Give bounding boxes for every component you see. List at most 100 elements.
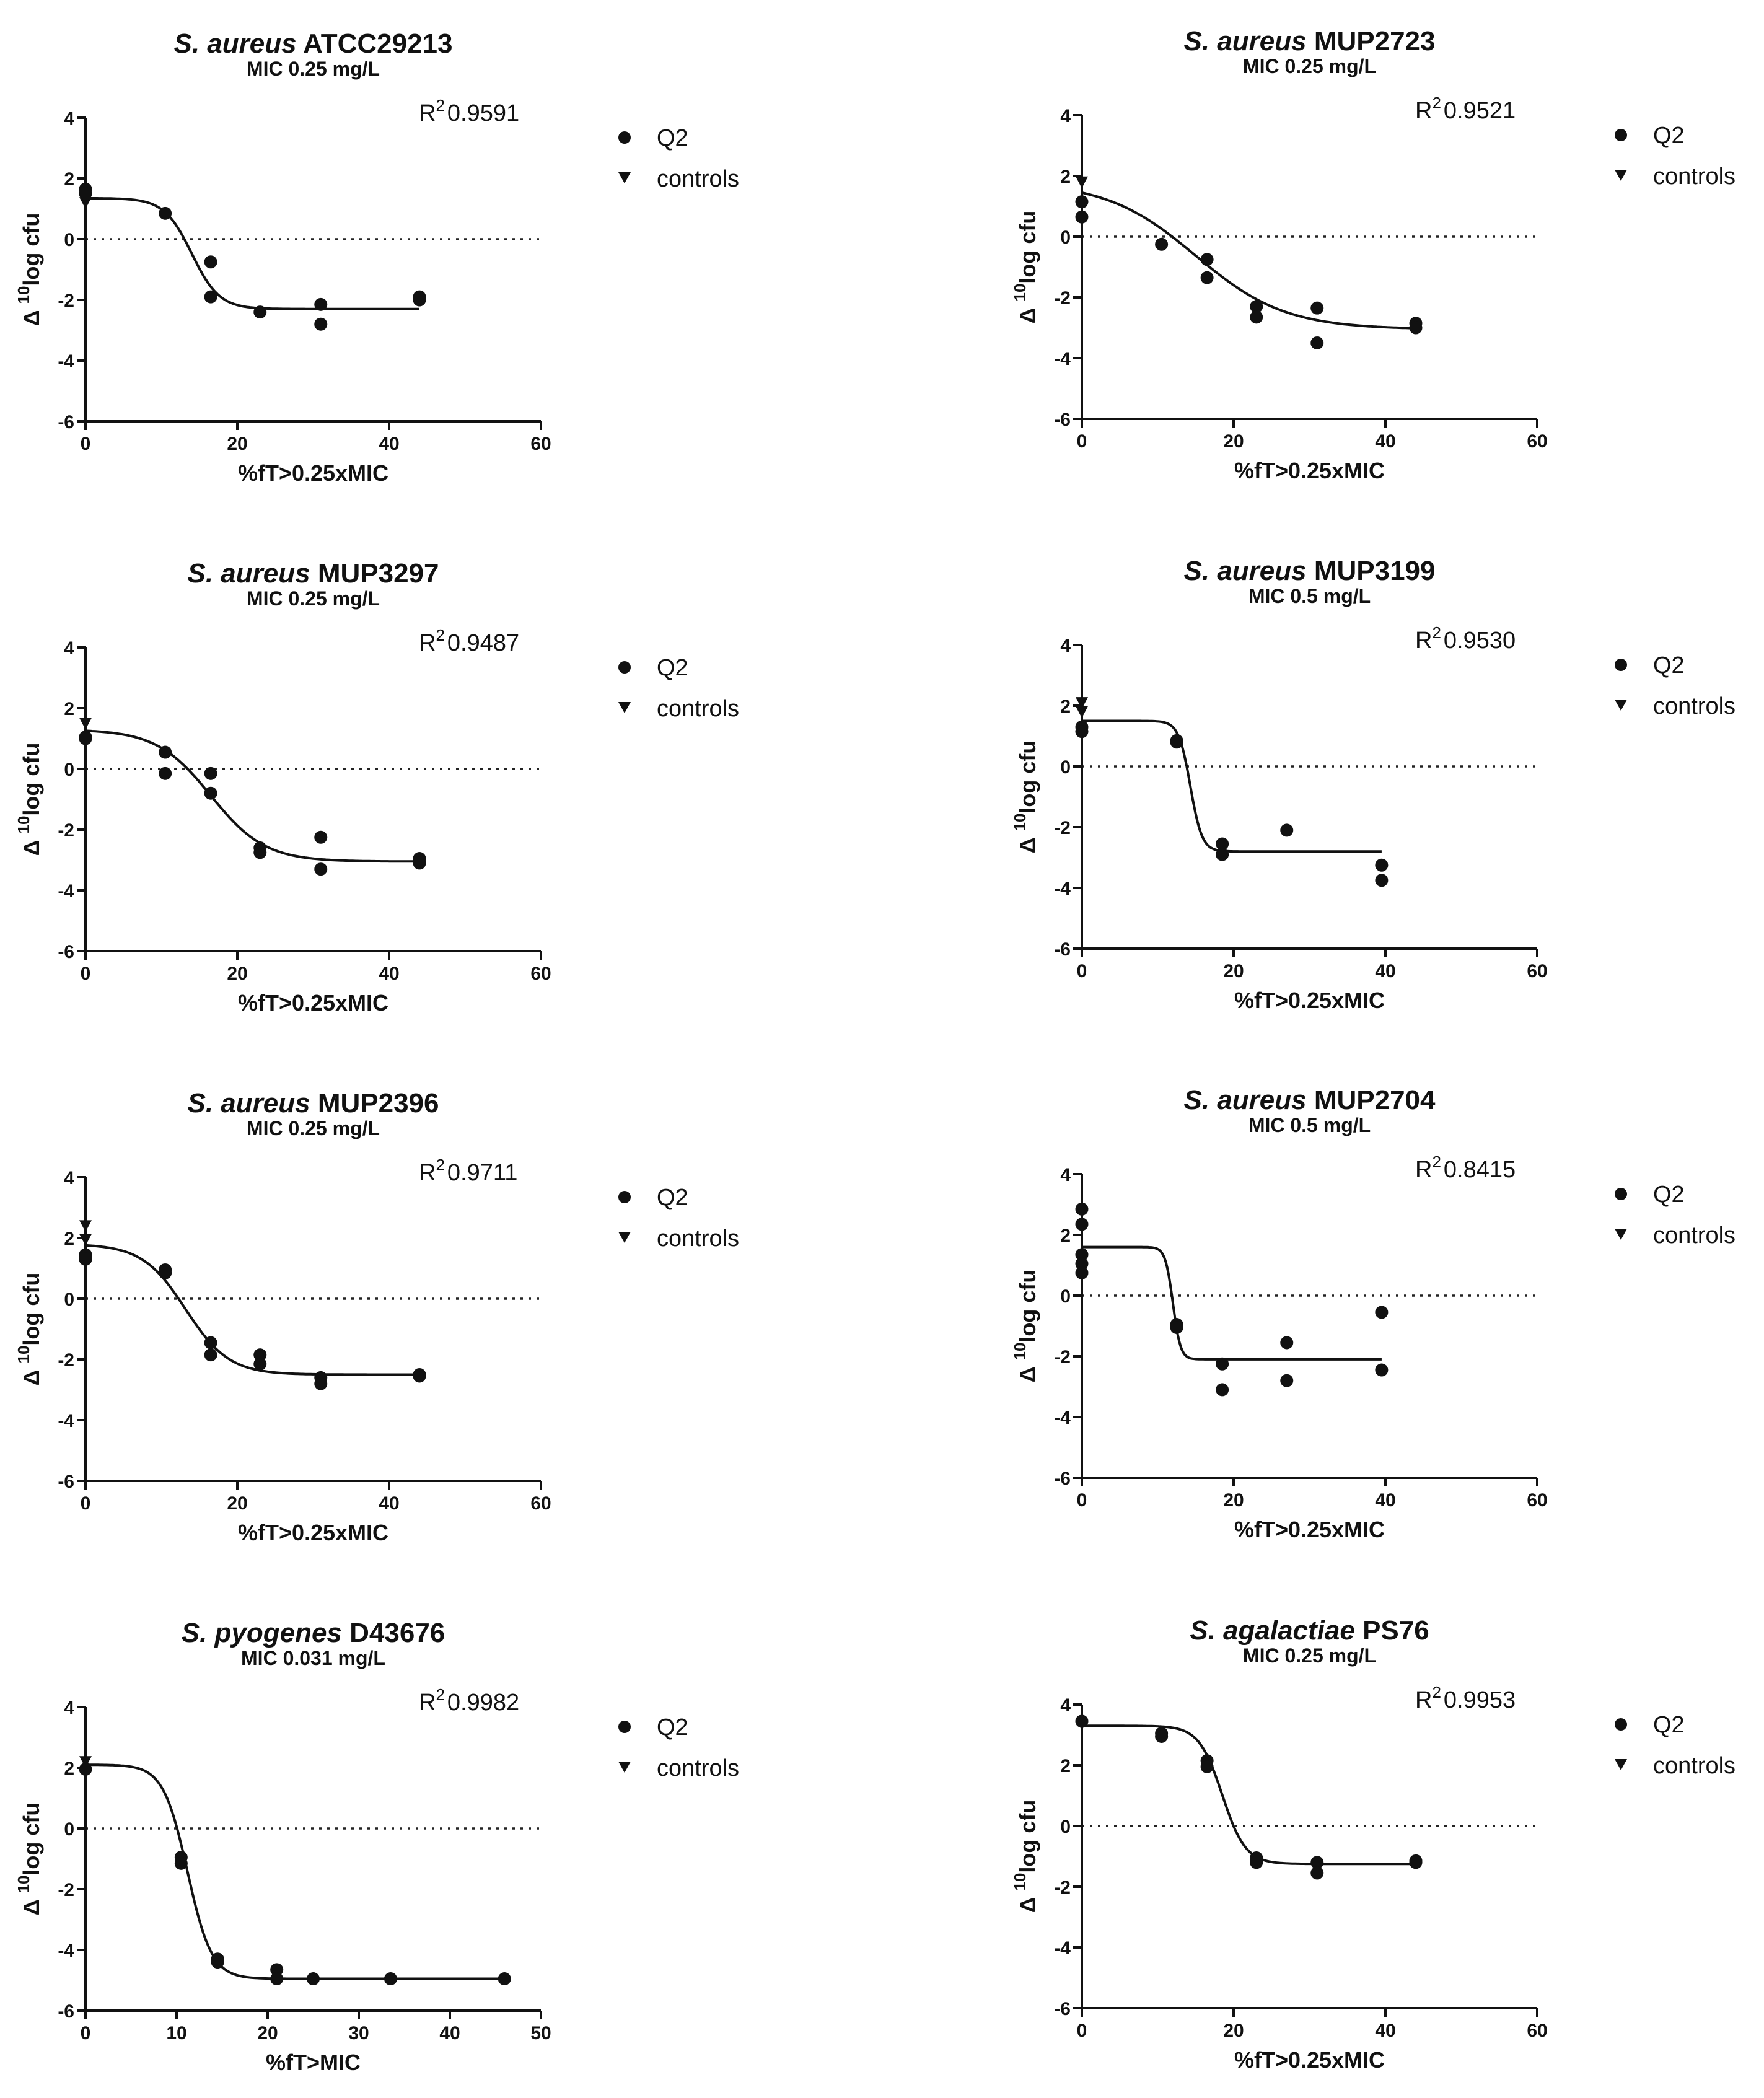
- chart-subtitle: MIC 0.25 mg/L: [247, 587, 380, 610]
- y-tick-label: -4: [1054, 879, 1071, 899]
- q2-data-point: [211, 1955, 224, 1969]
- q2-data-point: [1075, 1714, 1089, 1728]
- x-tick-label: 40: [1375, 2021, 1395, 2041]
- chart-title: S. aureus MUP2723: [1184, 26, 1436, 56]
- q2-data-point: [204, 1336, 217, 1350]
- legend-q2-marker: [618, 661, 631, 674]
- legend-q2-marker: [1615, 659, 1627, 671]
- y-axis-label-sup: 10: [14, 1346, 33, 1364]
- q2-data-point: [174, 1856, 188, 1870]
- x-axis-label: %fT>0.25xMIC: [1234, 2047, 1385, 2073]
- y-tick-label: 4: [64, 1698, 74, 1718]
- r-squared-value: 0.9953: [1444, 1687, 1516, 1713]
- q2-data-point: [1075, 195, 1089, 209]
- r-squared-value: 0.9521: [1444, 98, 1516, 124]
- y-tick-label: -4: [58, 351, 74, 372]
- y-tick-label: -6: [1054, 1468, 1071, 1489]
- y-axis-label: Δ 10log cfu: [1011, 1270, 1040, 1383]
- y-tick-label: 0: [64, 1819, 74, 1840]
- r-squared-symbol: R: [419, 100, 436, 126]
- control-point: [79, 718, 92, 730]
- q2-data-point: [204, 1348, 217, 1362]
- x-tick-label: 10: [166, 2023, 186, 2043]
- y-axis-label-delta: Δ: [19, 834, 44, 856]
- x-tick-label: 20: [1223, 961, 1244, 981]
- y-tick-label: -2: [1054, 288, 1071, 309]
- y-axis-label: Δ 10log cfu: [1011, 740, 1040, 854]
- r-squared-label: R2 0.9521: [1415, 94, 1516, 124]
- legend-q2-label: Q2: [1653, 123, 1685, 149]
- x-tick-label: 40: [1375, 431, 1395, 452]
- y-tick-label: 0: [64, 1289, 74, 1310]
- fit-curve: [86, 1763, 505, 1980]
- y-tick-label: -6: [58, 2001, 74, 2022]
- q2-data-point: [1216, 1357, 1229, 1371]
- r-squared-value: 0.9982: [447, 1690, 519, 1716]
- r-squared-symbol: R: [1415, 98, 1432, 124]
- r-squared-symbol: R: [1415, 1157, 1432, 1183]
- q2-data-point: [159, 1266, 172, 1279]
- q2-data-point: [79, 732, 92, 745]
- q2-data-point: [384, 1972, 397, 1986]
- chart-title-strain: MUP2723: [1307, 26, 1436, 56]
- q2-data-point: [1075, 1202, 1089, 1216]
- legend-q2-marker: [1615, 129, 1627, 141]
- r-squared-sup: 2: [1432, 94, 1441, 112]
- legend-q2-marker: [618, 1191, 631, 1203]
- x-tick-label: 0: [81, 1493, 91, 1514]
- x-tick-label: 0: [81, 963, 91, 984]
- x-tick-label: 40: [379, 1493, 399, 1514]
- r-squared-sup: 2: [1432, 623, 1441, 642]
- y-axis-label-text: log cfu: [19, 743, 44, 816]
- y-tick-label: 0: [1060, 757, 1071, 778]
- legend-controls-label: controls: [1653, 1222, 1735, 1249]
- x-axis-label: %fT>0.25xMIC: [1234, 988, 1385, 1013]
- q2-data-point: [1075, 210, 1089, 224]
- y-axis-label: Δ 10log cfu: [14, 1802, 44, 1916]
- y-tick-label: -4: [1054, 349, 1071, 369]
- q2-data-point: [253, 305, 267, 319]
- x-tick-label: 20: [1223, 2021, 1244, 2041]
- q2-data-point: [1216, 837, 1229, 851]
- legend-controls-label: controls: [657, 1226, 739, 1252]
- q2-data-point: [413, 293, 426, 307]
- legend-q2-label: Q2: [657, 125, 688, 151]
- y-tick-label: 4: [64, 108, 74, 129]
- chart-title: S. aureus ATCC29213: [174, 29, 453, 59]
- control-point: [79, 197, 92, 209]
- y-tick-label: -6: [1054, 410, 1071, 430]
- y-tick-label: -6: [1054, 939, 1071, 960]
- x-tick-label: 40: [379, 963, 399, 984]
- q2-data-point: [314, 297, 328, 311]
- q2-data-point: [1250, 310, 1263, 324]
- x-tick-label: 60: [1527, 961, 1547, 981]
- chart-title: S. aureus MUP2396: [188, 1088, 439, 1118]
- r-squared-sup: 2: [1432, 1683, 1441, 1701]
- y-axis-label-text: log cfu: [1015, 1800, 1040, 1873]
- y-axis-label: Δ 10log cfu: [14, 213, 44, 327]
- q2-data-point: [1200, 253, 1214, 266]
- y-tick-label: 2: [64, 1758, 74, 1779]
- r-squared-sup: 2: [436, 1685, 444, 1704]
- chart-title-species: S. aureus: [1184, 1085, 1307, 1115]
- chart-title-species: S. pyogenes: [182, 1618, 342, 1648]
- y-tick-label: -2: [58, 820, 74, 841]
- q2-data-point: [204, 786, 217, 800]
- y-axis-label-text: log cfu: [19, 213, 44, 286]
- y-tick-label: -2: [58, 291, 74, 311]
- fit-curve: [1082, 1724, 1416, 1866]
- chart-title-species: S. aureus: [188, 1088, 310, 1118]
- r-squared-label: R2 0.8415: [1415, 1152, 1516, 1183]
- q2-data-point: [1409, 1856, 1423, 1869]
- q2-data-point: [307, 1972, 320, 1986]
- x-tick-label: 0: [81, 2023, 91, 2043]
- y-axis-label: Δ 10log cfu: [14, 1273, 44, 1386]
- y-tick-label: 2: [64, 699, 74, 719]
- q2-data-point: [314, 1377, 328, 1390]
- r-squared-value: 0.9487: [447, 630, 519, 656]
- q2-data-point: [270, 1972, 284, 1986]
